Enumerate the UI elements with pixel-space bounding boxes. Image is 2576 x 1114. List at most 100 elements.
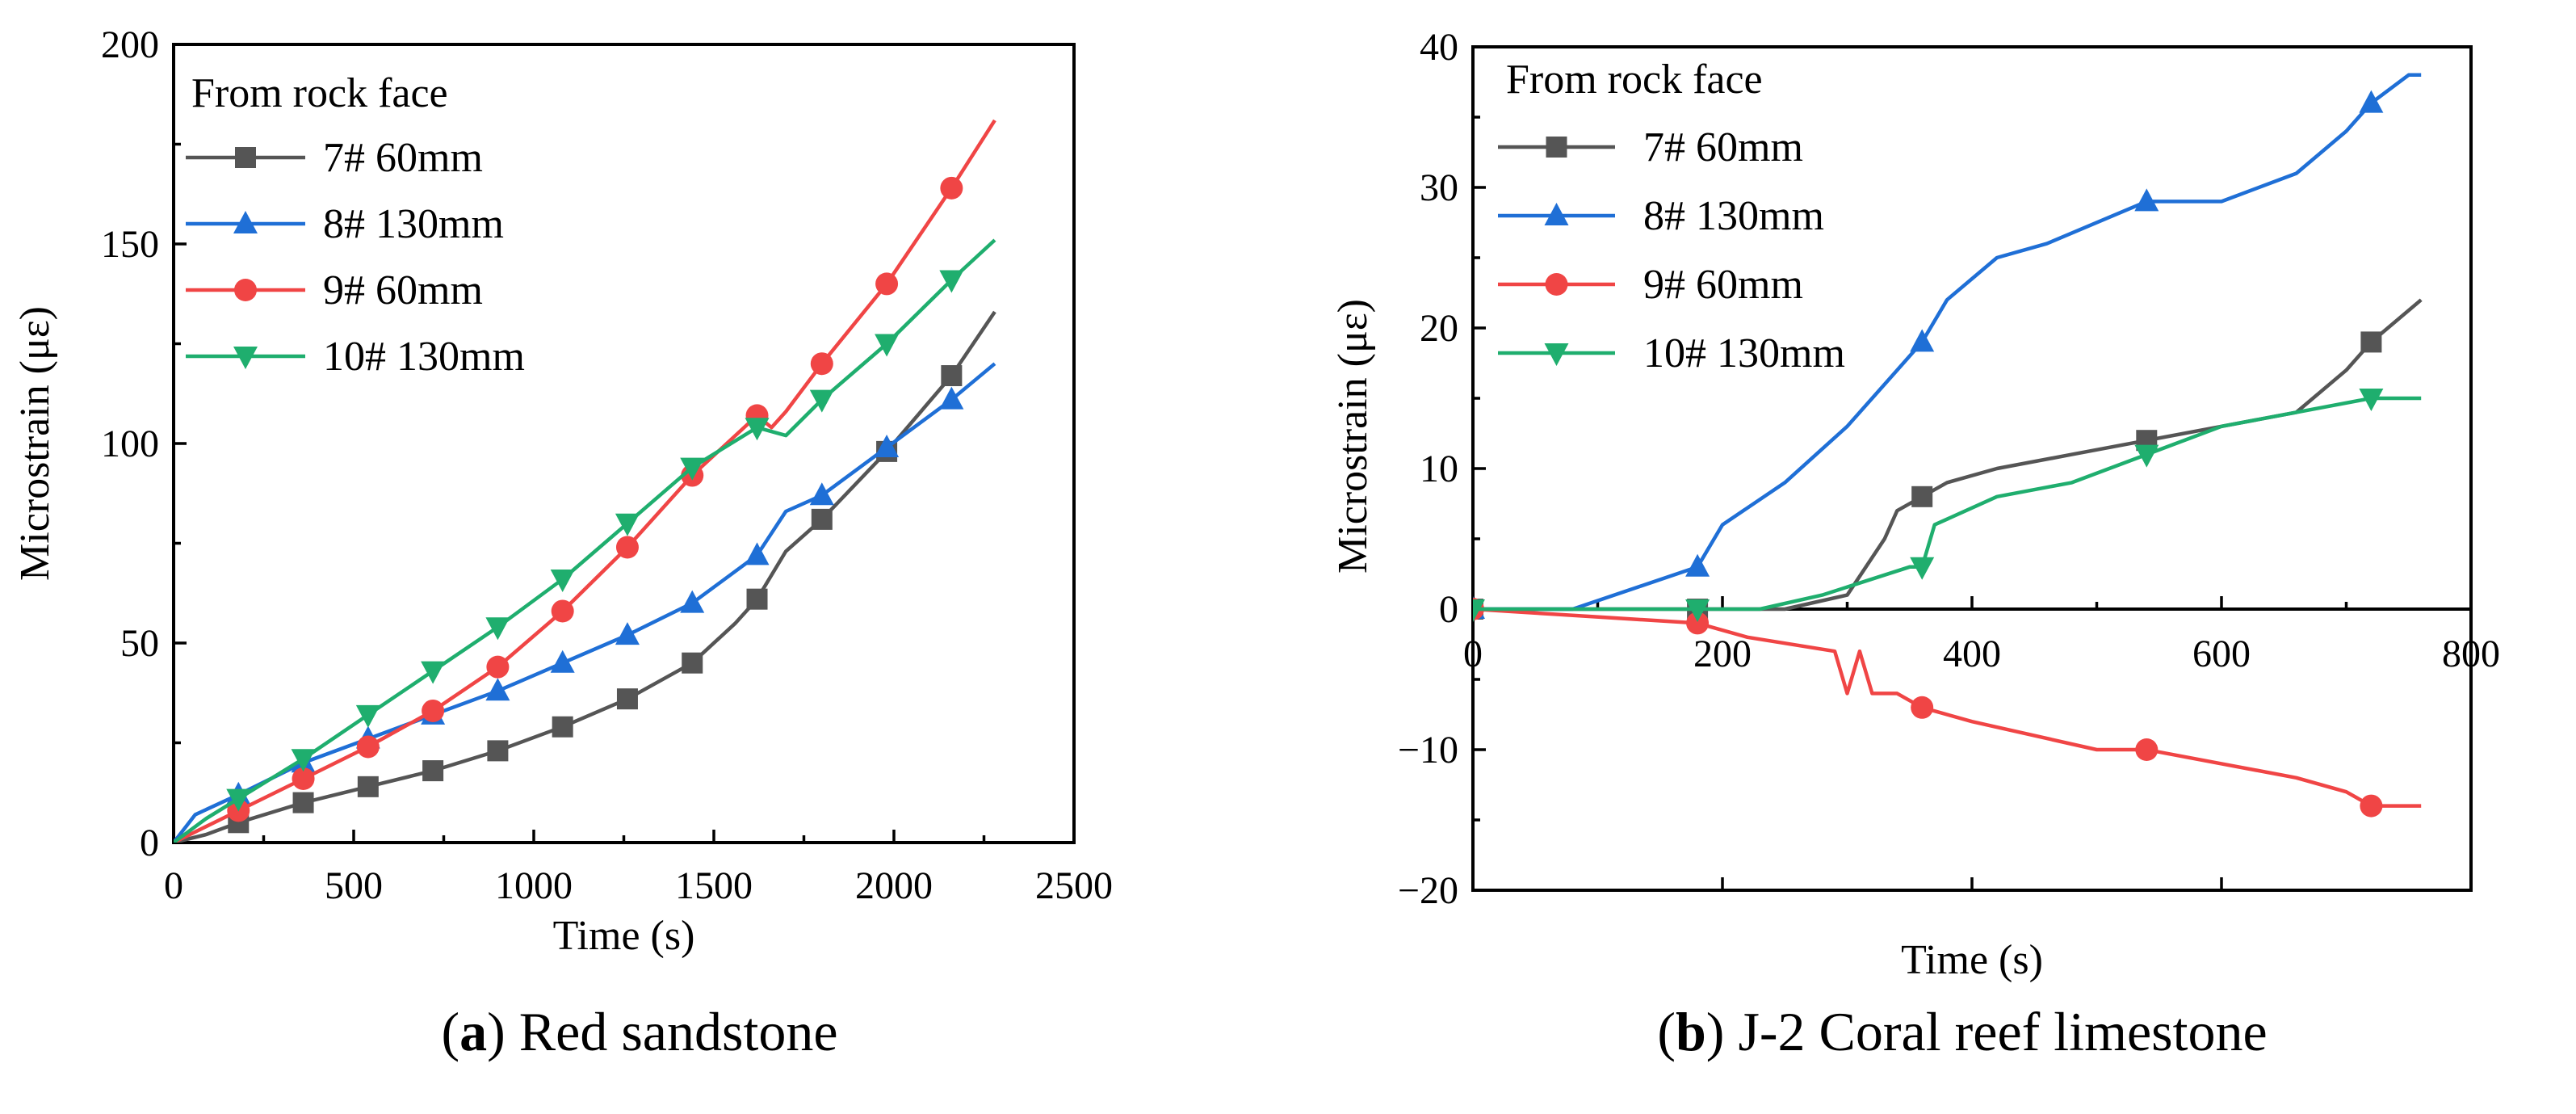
y-axis-label: Microstrain (με) (1330, 299, 1376, 574)
caption-paren-close: ) (487, 1001, 519, 1062)
data-point-marker (291, 749, 316, 772)
legend-entry: 7# 60mm (186, 135, 483, 181)
caption-title: Red sandstone (519, 1001, 838, 1062)
y-tick-label: −10 (1398, 729, 1458, 771)
chart-panel-a: 0 500 1000 1500 2000 2500 0 50 100 150 200 Time (s)… (12, 23, 1113, 1062)
legend-label: 9# 60mm (323, 267, 483, 313)
legend-label: 7# 60mm (323, 135, 483, 181)
data-point-marker (2360, 331, 2382, 353)
x-tick-label: 200 (1693, 633, 1752, 675)
data-point-marker (551, 599, 574, 623)
legend-entry: 9# 60mm (186, 267, 483, 313)
series-0 (174, 310, 996, 843)
data-point-marker (1910, 329, 1935, 352)
data-point-marker (226, 788, 251, 812)
data-point-marker (2359, 90, 2384, 113)
y-axis-label: Microstrain (με) (12, 306, 58, 581)
y-tick-label: −20 (1398, 869, 1458, 912)
x-tick-label: 500 (325, 864, 383, 907)
caption-paren-open: ( (441, 1001, 459, 1062)
legend-label: 7# 60mm (1643, 124, 1803, 170)
data-point-marker (746, 588, 768, 610)
series-2 (1473, 598, 2422, 818)
legend-swatch-marker (1544, 343, 1569, 366)
y-tick-label: 10 (1420, 448, 1458, 490)
caption-paren-open: ( (1657, 1001, 1676, 1062)
data-point-marker (1685, 599, 1710, 622)
data-point-marker (745, 542, 770, 565)
data-point-marker (355, 704, 380, 728)
series-line (174, 119, 996, 843)
data-point-marker (615, 536, 639, 559)
legend-swatch-marker (235, 147, 256, 168)
data-point-marker (356, 735, 380, 759)
caption-letter: a (459, 1001, 487, 1062)
caption-title: J-2 Coral reef limestone (1738, 1001, 2267, 1062)
x-tick-label: 1500 (675, 864, 753, 907)
legend-entry: 10# 130mm (186, 334, 525, 380)
x-tick-label: 2000 (855, 864, 933, 907)
data-point-marker (2135, 738, 2159, 761)
data-point-marker (1911, 696, 1934, 719)
data-point-marker (1686, 612, 1710, 635)
data-point-marker (809, 482, 834, 506)
series-line (1473, 298, 2423, 612)
data-point-marker (1910, 557, 1935, 580)
data-point-marker (939, 386, 964, 410)
data-point-marker (422, 760, 444, 782)
series-3 (1473, 389, 2422, 622)
y-tick-label: 0 (140, 822, 159, 864)
y-tick-label: 20 (1420, 307, 1458, 350)
data-point-marker (875, 434, 900, 457)
y-tick-label: 100 (101, 422, 159, 465)
plot-frame (1471, 45, 2473, 892)
y-tick-label: 200 (101, 23, 159, 66)
data-point-marker (745, 418, 770, 441)
series-0 (1473, 298, 2423, 620)
data-point-marker (615, 622, 640, 645)
legend-label: 10# 130mm (323, 334, 525, 380)
y-tick-label: 40 (1420, 26, 1458, 69)
caption-letter: b (1676, 1001, 1706, 1062)
series-line (174, 238, 996, 843)
data-point-marker (2134, 444, 2159, 468)
series-line (1473, 607, 2422, 808)
legend-entry: 10# 130mm (1498, 330, 1845, 376)
data-point-marker (811, 508, 833, 530)
x-axis-label: Time (s) (553, 913, 695, 959)
data-point-marker (2359, 389, 2384, 411)
x-tick-label: 800 (2442, 633, 2500, 675)
data-point-marker (292, 767, 315, 790)
data-point-marker (487, 740, 509, 762)
legend-swatch-marker (1546, 137, 1567, 158)
x-tick-label: 1000 (495, 864, 573, 907)
data-point-marker (875, 272, 899, 296)
data-point-marker (1473, 599, 1485, 622)
legend-label: 9# 60mm (1643, 262, 1803, 308)
legend-swatch-marker (234, 279, 257, 301)
data-point-marker (485, 678, 510, 701)
panel-caption: (b) J-2 Coral reef limestone (1657, 1001, 2267, 1062)
x-tick-label: 0 (1463, 633, 1483, 675)
series-2 (174, 119, 996, 843)
series-1 (1473, 73, 2422, 619)
series-line (1473, 396, 2422, 612)
legend-title: From rock face (1506, 57, 1763, 103)
legend-swatch-marker (233, 347, 258, 369)
series-line (1473, 73, 2422, 612)
data-point-marker (939, 270, 964, 293)
legend-label: 10# 130mm (1643, 330, 1845, 376)
series-3 (174, 238, 996, 843)
data-point-marker (682, 652, 703, 674)
data-point-marker (1685, 553, 1710, 577)
data-point-marker (616, 688, 638, 710)
data-point-marker (680, 457, 705, 481)
data-point-marker (550, 649, 575, 673)
data-point-marker (680, 590, 705, 613)
data-point-marker (1911, 486, 1933, 507)
legend-entry: 8# 130mm (186, 201, 504, 247)
legend-entry: 7# 60mm (1498, 124, 1803, 170)
y-tick-label: 50 (120, 622, 159, 665)
legend-entry: 8# 130mm (1498, 193, 1824, 239)
